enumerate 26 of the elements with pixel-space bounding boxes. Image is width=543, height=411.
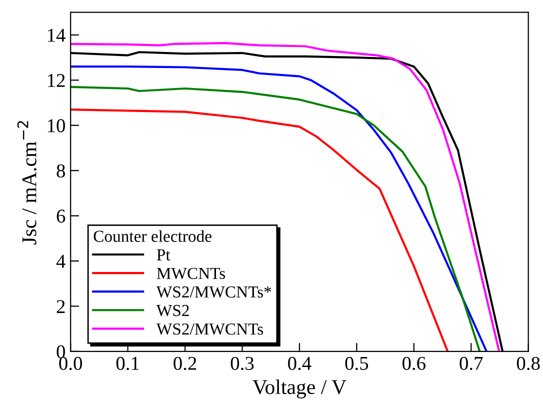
legend-label: MWCNTs xyxy=(156,268,226,280)
legend-label: WS2/MWCNTs* xyxy=(156,286,272,298)
y-tick-label: 6 xyxy=(56,210,66,223)
legend-label: Pt xyxy=(156,249,170,260)
legend-label: WS2 xyxy=(156,304,189,316)
legend-title: Counter electrode xyxy=(94,230,212,242)
y-tick-label: 2 xyxy=(56,300,65,313)
y-tick-label: 14 xyxy=(48,28,66,42)
y-tick-label: 12 xyxy=(48,74,65,87)
x-tick-label: 0.6 xyxy=(402,356,426,370)
x-tick-label: 0.3 xyxy=(230,356,254,370)
line-series xyxy=(70,108,449,352)
x-tick-label: 0.7 xyxy=(460,356,483,370)
x-tick-label: 0.1 xyxy=(116,356,139,370)
y-tick-label: 4 xyxy=(56,254,66,268)
y-tick-label: 0 xyxy=(56,345,65,358)
x-tick-label: 0.2 xyxy=(174,356,196,370)
y-axis-title: Jsc / mA.cm$^{−2}$ xyxy=(17,121,36,244)
x-tick-label: 0.5 xyxy=(345,356,368,370)
x-tick-label: 0.4 xyxy=(288,356,312,370)
x-tick-label: 0.8 xyxy=(516,356,540,370)
x-axis-title: Voltage / V xyxy=(252,379,346,398)
x-tick-label: 0.0 xyxy=(59,356,82,370)
legend-label: WS2/MWCNTs xyxy=(156,323,263,335)
y-tick-label: 10 xyxy=(48,119,65,132)
y-tick-label: 8 xyxy=(56,164,65,178)
